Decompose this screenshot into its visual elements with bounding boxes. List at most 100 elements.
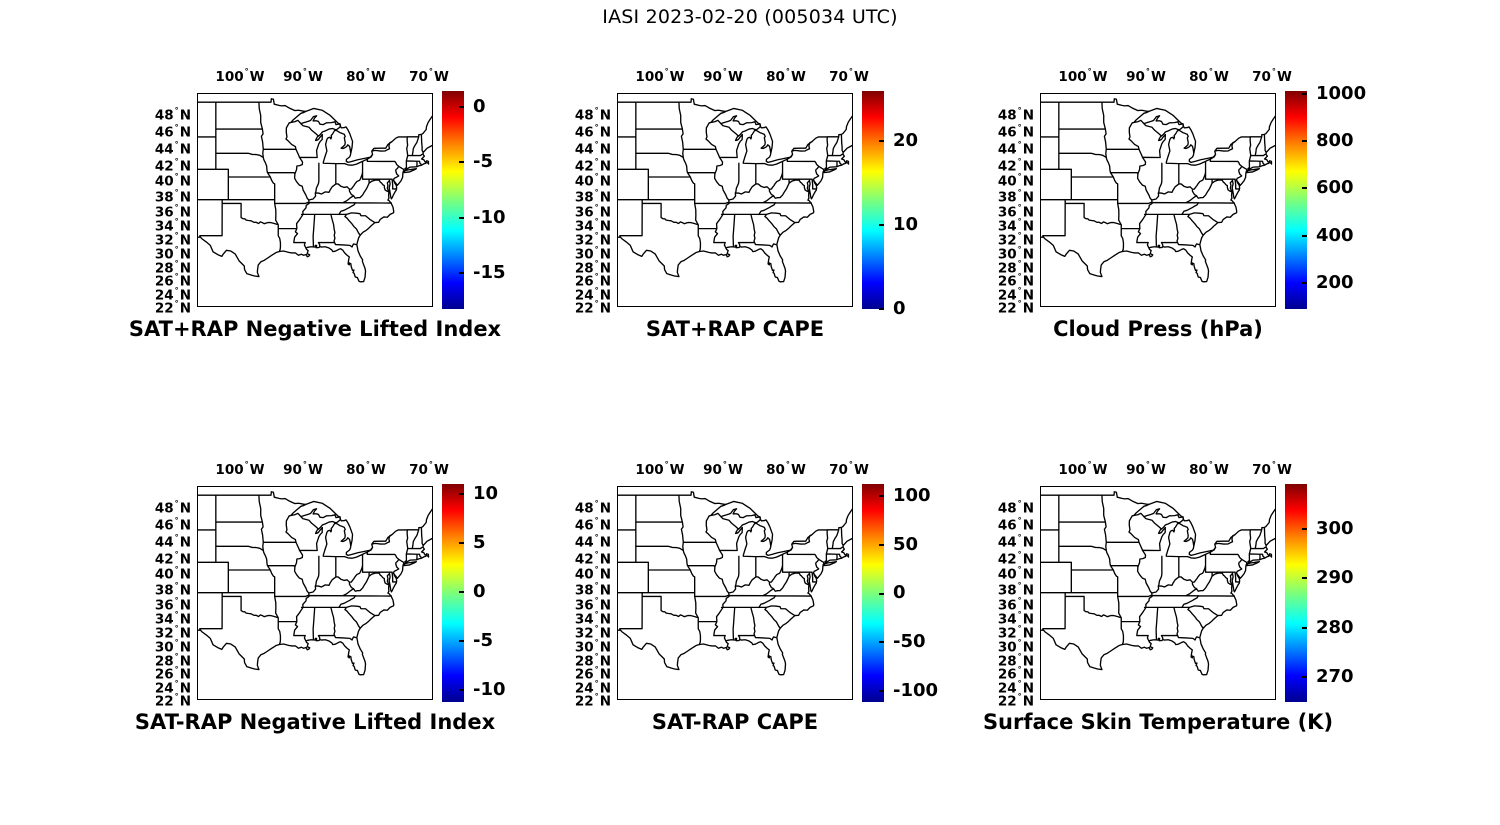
colorbar-tick bbox=[459, 541, 464, 544]
colorbar-tick bbox=[1302, 676, 1307, 679]
degree-symbol: ° bbox=[594, 580, 599, 590]
degree-symbol: ° bbox=[664, 459, 669, 469]
degree-symbol: ° bbox=[594, 564, 599, 574]
colorbar bbox=[1285, 91, 1307, 309]
colorbar-tick bbox=[1302, 527, 1307, 530]
degree-symbol: ° bbox=[1017, 122, 1022, 132]
y-tick-label: 22°N bbox=[154, 298, 191, 317]
x-tick-label: 70°W bbox=[829, 459, 869, 478]
x-tick-label: 100°W bbox=[635, 66, 685, 85]
y-tick-label: 32°N bbox=[997, 230, 1034, 249]
degree-symbol: ° bbox=[594, 664, 599, 674]
degree-symbol: ° bbox=[174, 156, 179, 166]
y-tick-label: 36°N bbox=[154, 202, 191, 221]
panel-title: SAT+RAP CAPE bbox=[645, 317, 825, 341]
y-tick-label: 42°N bbox=[574, 156, 611, 175]
x-tick-label: 80°W bbox=[1189, 66, 1229, 85]
colorbar-tick bbox=[879, 308, 884, 310]
y-tick-label: 26°N bbox=[997, 271, 1034, 290]
colorbar-tick-label: 1000 bbox=[1316, 83, 1367, 104]
y-tick-label: 42°N bbox=[997, 549, 1034, 568]
y-tick-label: 24°N bbox=[997, 678, 1034, 697]
map-panel: SAT-RAP Negative Lifted Index 100°W 90°W 8… bbox=[135, 459, 506, 734]
degree-symbol: ° bbox=[594, 678, 599, 688]
colorbar-tick bbox=[1302, 234, 1307, 237]
degree-symbol: ° bbox=[1087, 459, 1092, 469]
degree-symbol: ° bbox=[1017, 202, 1022, 212]
x-tick-label: 100°W bbox=[1058, 459, 1108, 478]
y-tick-label: 48°N bbox=[574, 105, 611, 124]
degree-symbol: ° bbox=[594, 271, 599, 281]
degree-symbol: ° bbox=[174, 271, 179, 281]
colorbar-tick-label: 800 bbox=[1316, 130, 1354, 151]
y-tick-label: 40°N bbox=[997, 171, 1034, 190]
y-tick-label: 24°N bbox=[997, 285, 1034, 304]
y-tick-label: 32°N bbox=[154, 623, 191, 642]
degree-symbol: ° bbox=[594, 122, 599, 132]
degree-symbol: ° bbox=[785, 459, 790, 469]
degree-symbol: ° bbox=[1017, 623, 1022, 633]
degree-symbol: ° bbox=[174, 285, 179, 295]
degree-symbol: ° bbox=[174, 216, 179, 226]
colorbar-tick bbox=[1302, 93, 1307, 96]
y-tick-label: 32°N bbox=[574, 623, 611, 642]
degree-symbol: ° bbox=[1017, 637, 1022, 647]
degree-symbol: ° bbox=[174, 664, 179, 674]
map-frame bbox=[197, 93, 433, 307]
y-tick-label: 22°N bbox=[997, 298, 1034, 317]
y-tick-label: 30°N bbox=[154, 244, 191, 263]
colorbar-tick bbox=[879, 592, 884, 595]
panel-title: SAT-RAP Negative Lifted Index bbox=[134, 710, 496, 734]
x-tick-label: 100°W bbox=[1058, 66, 1108, 85]
y-tick-label: 28°N bbox=[574, 651, 611, 670]
colorbar-tick-label: 200 bbox=[1316, 272, 1354, 293]
colorbar-tick-label: -100 bbox=[893, 680, 939, 701]
y-tick-label: 26°N bbox=[574, 664, 611, 683]
y-tick-label: 34°N bbox=[997, 609, 1034, 628]
x-tick-label: 90°W bbox=[1126, 66, 1166, 85]
y-tick-label: 24°N bbox=[574, 678, 611, 697]
degree-symbol: ° bbox=[594, 637, 599, 647]
degree-symbol: ° bbox=[1271, 459, 1276, 469]
y-tick-label: 42°N bbox=[997, 156, 1034, 175]
degree-symbol: ° bbox=[594, 285, 599, 295]
y-tick-label: 38°N bbox=[574, 187, 611, 206]
colorbar bbox=[1285, 484, 1307, 702]
degree-symbol: ° bbox=[1017, 515, 1022, 525]
degree-symbol: ° bbox=[848, 66, 853, 76]
colorbar-tick bbox=[879, 140, 884, 143]
colorbar-tick bbox=[1302, 140, 1307, 143]
colorbar-tick-label: 5 bbox=[473, 532, 486, 553]
map-frame bbox=[197, 486, 433, 700]
y-tick-label: 42°N bbox=[574, 549, 611, 568]
y-tick-label: 34°N bbox=[997, 216, 1034, 235]
y-tick-label: 48°N bbox=[997, 498, 1034, 517]
colorbar-tick-label: 270 bbox=[1316, 666, 1354, 687]
y-tick-label: 38°N bbox=[154, 187, 191, 206]
y-tick-label: 44°N bbox=[574, 532, 611, 551]
colorbar-tick bbox=[1302, 281, 1307, 284]
degree-symbol: ° bbox=[174, 651, 179, 661]
colorbar-tick-label: -10 bbox=[473, 207, 506, 228]
colorbar-tick bbox=[459, 216, 464, 219]
degree-symbol: ° bbox=[174, 691, 179, 701]
x-tick-label: 100°W bbox=[215, 459, 265, 478]
x-tick-label: 100°W bbox=[215, 66, 265, 85]
y-tick-label: 46°N bbox=[154, 122, 191, 141]
colorbar-tick bbox=[1302, 626, 1307, 629]
colorbar bbox=[442, 484, 464, 702]
y-tick-label: 42°N bbox=[154, 156, 191, 175]
y-tick-label: 42°N bbox=[154, 549, 191, 568]
colorbar-tick bbox=[459, 492, 464, 495]
colorbar-tick-label: 10 bbox=[473, 483, 499, 504]
degree-symbol: ° bbox=[428, 66, 433, 76]
degree-symbol: ° bbox=[594, 515, 599, 525]
degree-symbol: ° bbox=[1145, 66, 1150, 76]
panel-title: Cloud Press (hPa) bbox=[1053, 317, 1263, 341]
y-tick-label: 28°N bbox=[997, 651, 1034, 670]
x-tick-label: 70°W bbox=[409, 459, 449, 478]
x-tick-label: 70°W bbox=[1252, 459, 1292, 478]
degree-symbol: ° bbox=[174, 105, 179, 115]
degree-symbol: ° bbox=[1145, 459, 1150, 469]
degree-symbol: ° bbox=[174, 202, 179, 212]
